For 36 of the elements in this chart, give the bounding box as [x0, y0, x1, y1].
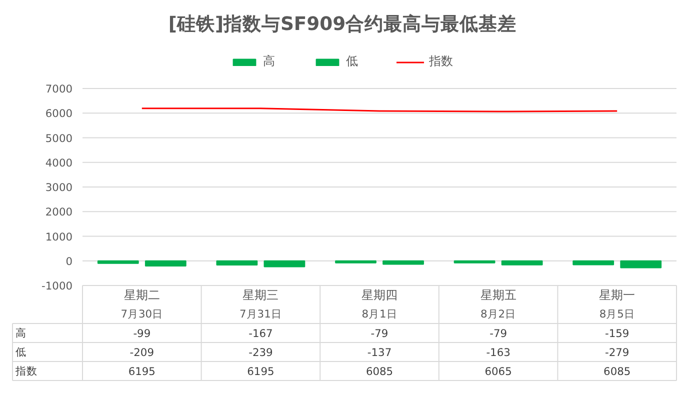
text: 低	[16, 346, 26, 358]
y-tick-label: 4000	[45, 156, 73, 170]
y-tick-label: 6000	[45, 107, 73, 120]
x-tick-label: 星期四 8月1日	[362, 288, 398, 320]
data-label: 6065	[484, 365, 512, 378]
y-tick-label: 0	[66, 254, 73, 268]
x-tick-label: 星期五 8月2日	[480, 288, 516, 320]
y-tick-label: 3000	[45, 181, 73, 194]
data-label: -239	[248, 346, 274, 359]
y-tick-label: -1000	[42, 280, 73, 292]
y-tick-label: 2000	[45, 206, 73, 219]
x-tick-label: 星期二 7月30日	[120, 288, 164, 320]
legend-label: 高	[263, 53, 276, 70]
data-label: 6195	[128, 365, 156, 378]
x-tick-label: 星期一 8月5日	[599, 288, 636, 320]
legend-label: 指数	[429, 53, 453, 70]
data-label: -79	[370, 327, 388, 340]
data-label: -209	[130, 346, 154, 359]
legend-label: 低	[346, 53, 359, 70]
y-tick-label: 7000	[45, 82, 73, 96]
x-tick-label: 星期三 7月31日	[240, 288, 282, 320]
text: 高	[16, 326, 26, 340]
y-tick-label: 1000	[45, 230, 73, 244]
data-label: -79	[490, 327, 508, 340]
data-label: -99	[133, 327, 151, 340]
data-label: -137	[367, 346, 392, 359]
data-label: -163	[486, 346, 510, 359]
data-label: -279	[605, 346, 630, 359]
text: 指数	[16, 364, 38, 378]
data-label: 6085	[366, 365, 394, 378]
data-label: -159	[605, 327, 630, 340]
data-label: -167	[248, 327, 273, 340]
chart-title: [硅铁]指数与SF909合约最高与最低基差	[168, 13, 517, 35]
data-label: 6195	[247, 365, 274, 378]
y-tick-label: 5000	[45, 132, 73, 145]
data-label: 6085	[604, 365, 631, 378]
